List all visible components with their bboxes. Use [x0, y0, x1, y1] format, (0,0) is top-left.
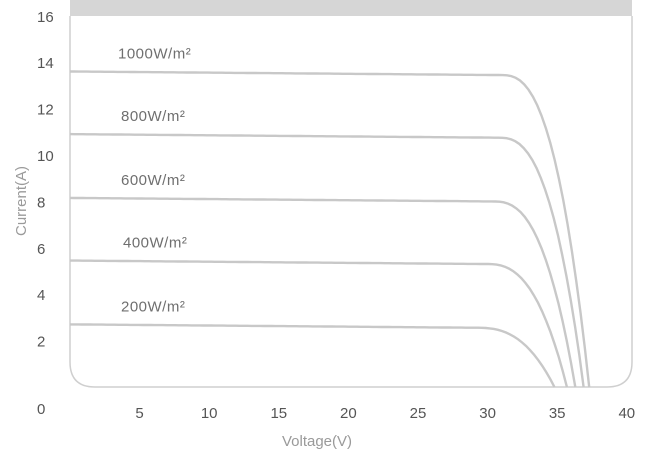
x-axis-label: Voltage(V) [282, 433, 352, 450]
y-tick-label: 2 [37, 334, 45, 351]
series-label: 200W/m² [121, 298, 185, 315]
y-tick-label: 6 [37, 241, 45, 258]
series-label: 1000W/m² [118, 45, 191, 62]
series-curve [70, 259, 569, 388]
x-axis-ticks: 5 10 15 20 25 30 35 40 [135, 405, 635, 422]
x-tick-label: 40 [618, 405, 635, 422]
series-label: 800W/m² [121, 108, 185, 125]
series-curve [69, 196, 577, 388]
y-tick-label: 10 [37, 148, 54, 165]
series-labels: 1000W/m² 800W/m² 600W/m² 400W/m² 200W/m² [118, 45, 191, 315]
y-tick-label: 12 [37, 102, 54, 119]
y-tick-label: 0 [37, 401, 45, 418]
x-tick-label: 15 [270, 405, 287, 422]
series-curves [69, 70, 591, 388]
x-tick-label: 20 [340, 405, 357, 422]
y-tick-label: 14 [37, 55, 54, 72]
x-tick-label: 5 [135, 405, 143, 422]
x-tick-label: 10 [201, 405, 218, 422]
series-curve [70, 323, 556, 388]
y-axis-ticks: 0 2 4 6 8 10 12 14 16 [37, 9, 54, 418]
plot-frame [69, 16, 633, 388]
y-tick-label: 8 [37, 194, 45, 211]
y-tick-label: 4 [37, 287, 45, 304]
header-band [70, 0, 632, 16]
y-axis-label: Current(A) [13, 166, 30, 236]
series-curve [70, 70, 591, 388]
x-tick-label: 30 [479, 405, 496, 422]
series-label: 400W/m² [123, 235, 187, 252]
series-curve [69, 132, 585, 388]
series-label: 600W/m² [121, 172, 185, 189]
x-tick-label: 25 [410, 405, 427, 422]
x-tick-label: 35 [549, 405, 566, 422]
y-tick-label: 16 [37, 9, 54, 26]
